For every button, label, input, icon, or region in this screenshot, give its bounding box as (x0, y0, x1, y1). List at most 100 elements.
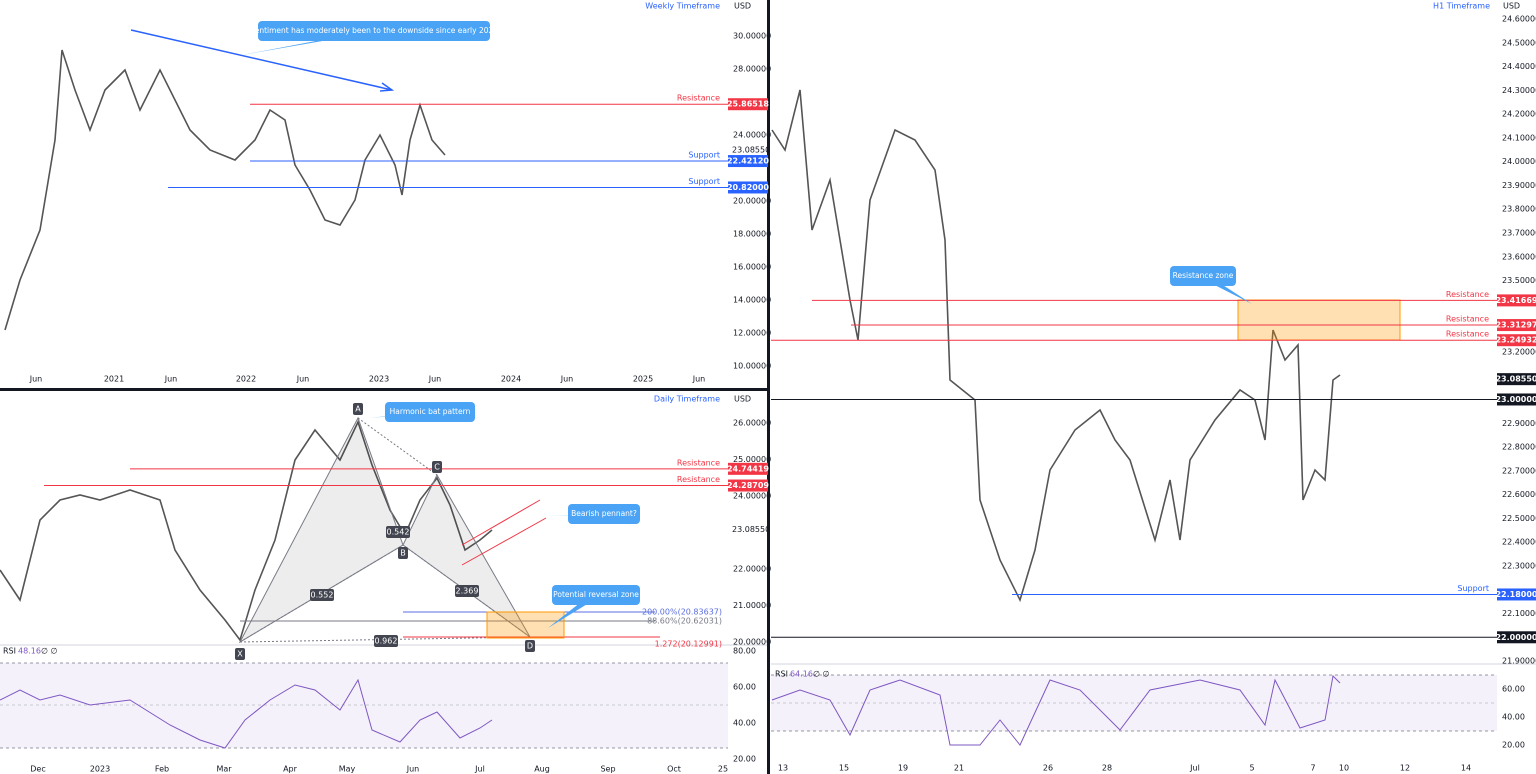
price-axis-label: 26.00000 (733, 419, 771, 428)
time-axis-label: 2022 (236, 375, 256, 384)
timeframe: Weekly Timeframe (645, 2, 720, 11)
time-axis-label: Apr (283, 765, 298, 774)
rsi-label: RSI (775, 670, 788, 679)
reversal-zone (486, 611, 565, 639)
price-tag (1497, 319, 1536, 332)
ratio-box (455, 585, 479, 597)
pennant-line (461, 499, 541, 546)
pattern-point (432, 461, 442, 473)
time-axis-label: 25 (718, 765, 728, 774)
ratio-label: 0.962 (375, 637, 398, 646)
time-axis-label: Jun (692, 375, 706, 384)
time-axis-label: 2021 (104, 375, 124, 384)
time-axis-label: 2023 (90, 765, 110, 774)
ratio-box (310, 589, 334, 601)
timeframe: Daily Timeframe (654, 395, 720, 404)
rsi-value: 48.16 (18, 647, 41, 656)
time-axis-label: Jun (428, 375, 442, 384)
level-label: Resistance (1446, 290, 1489, 299)
time-axis-label: 14 (1461, 764, 1471, 773)
time-axis-label: 13 (778, 764, 788, 773)
price-tag (728, 155, 768, 168)
price-axis-label: 23.90000 (1502, 181, 1536, 190)
price-axis-label: 23.80000 (1502, 205, 1536, 214)
level-label: Resistance (1446, 330, 1489, 339)
fib-label: 88.60%(20.62031) (647, 617, 722, 626)
callout (1170, 266, 1236, 286)
price-tag (1497, 631, 1536, 644)
time-axis-label: Aug (534, 765, 550, 774)
rsi-axis-label: 20.00 (1502, 741, 1525, 750)
callout (258, 21, 490, 41)
pennant-line (461, 517, 547, 566)
fib-label: 200.00%(20.83637) (642, 608, 722, 617)
price-axis-label: 20.00000 (733, 197, 771, 206)
price-tag (1497, 334, 1536, 347)
price-axis-label: 24.30000 (1502, 86, 1536, 95)
price-tag-label: 23.31297 (1495, 321, 1536, 330)
callout-text: Sentiment has moderately been to the dow… (250, 26, 498, 35)
time-axis-label: Jul (1189, 764, 1200, 773)
last-price: 23.08550 (732, 525, 770, 534)
pattern-point-label: A (355, 405, 361, 414)
pattern-diagonal (239, 544, 531, 643)
time-axis-label: Jun (164, 375, 178, 384)
level-label: Support (1457, 584, 1489, 593)
last-price: 23.08550 (732, 146, 770, 155)
rsi-axis-label: 80.00 (733, 647, 756, 656)
price-axis-label: 28.00000 (733, 65, 771, 74)
level-label: Resistance (1446, 315, 1489, 324)
time-axis-label: 12 (1400, 764, 1410, 773)
level-label: Resistance (677, 475, 720, 484)
price-axis-label: 23.60000 (1502, 252, 1536, 261)
time-axis-label: 2024 (501, 375, 521, 384)
price-tag-label: 22.42120 (727, 157, 769, 166)
ratio-label: 0.552 (311, 591, 334, 600)
time-axis-label: 2023 (369, 375, 389, 384)
pattern-point (398, 547, 408, 559)
time-axis-label: Jun (560, 375, 574, 384)
time-axis-label: Jul (474, 765, 485, 774)
price-axis-label: 24.40000 (1502, 62, 1536, 71)
time-axis-label: Jun (29, 375, 43, 384)
time-axis-label: 21 (954, 764, 964, 773)
price-tag-label: 25.86518 (727, 100, 769, 109)
time-axis-label: 2025 (633, 375, 653, 384)
price-tag (1497, 373, 1536, 386)
rsi-flags: ∅ ∅ (41, 647, 58, 656)
price-axis-label: 12.00000 (733, 329, 771, 338)
price-axis-label: 22.00000 (733, 565, 771, 574)
level-label: Resistance (677, 94, 720, 103)
time-axis-label: 7 (1310, 764, 1315, 773)
price-tag (1497, 393, 1536, 406)
price-tag (1497, 588, 1536, 601)
fib-label: 1.272(20.12991) (655, 640, 722, 649)
callout (552, 585, 640, 605)
price-tag-label: 23.00000 (1495, 395, 1536, 404)
rsi-axis-label: 20.00 (733, 755, 756, 764)
price-axis-label: 23.70000 (1502, 229, 1536, 238)
price-tag-label: 23.08550 (1495, 375, 1536, 384)
separator (0, 388, 768, 391)
currency: USD (734, 2, 751, 11)
price-axis-label: 24.00000 (733, 131, 771, 140)
price-tag-label: 23.41669 (1495, 296, 1536, 305)
ratio-box (374, 635, 398, 647)
trend-arrow (130, 29, 393, 91)
time-axis-label: 15 (839, 764, 849, 773)
callout-text: Harmonic bat pattern (390, 407, 471, 416)
callout-text: Resistance zone (1173, 271, 1234, 280)
time-axis-label: 28 (1102, 764, 1112, 773)
price-axis-label: 30.00000 (733, 32, 771, 41)
rsi-axis-label: 60.00 (733, 683, 756, 692)
ratio-label: 2.369 (456, 587, 479, 596)
level-label: Support (688, 177, 720, 186)
price-axis-label: 24.10000 (1502, 133, 1536, 142)
price-axis-label: 14.00000 (733, 296, 771, 305)
price-axis-label: 22.30000 (1502, 561, 1536, 570)
resistance-zone (1237, 299, 1401, 341)
price-tag (728, 462, 768, 475)
pattern-point (235, 648, 245, 660)
pattern-point-label: D (527, 642, 533, 651)
